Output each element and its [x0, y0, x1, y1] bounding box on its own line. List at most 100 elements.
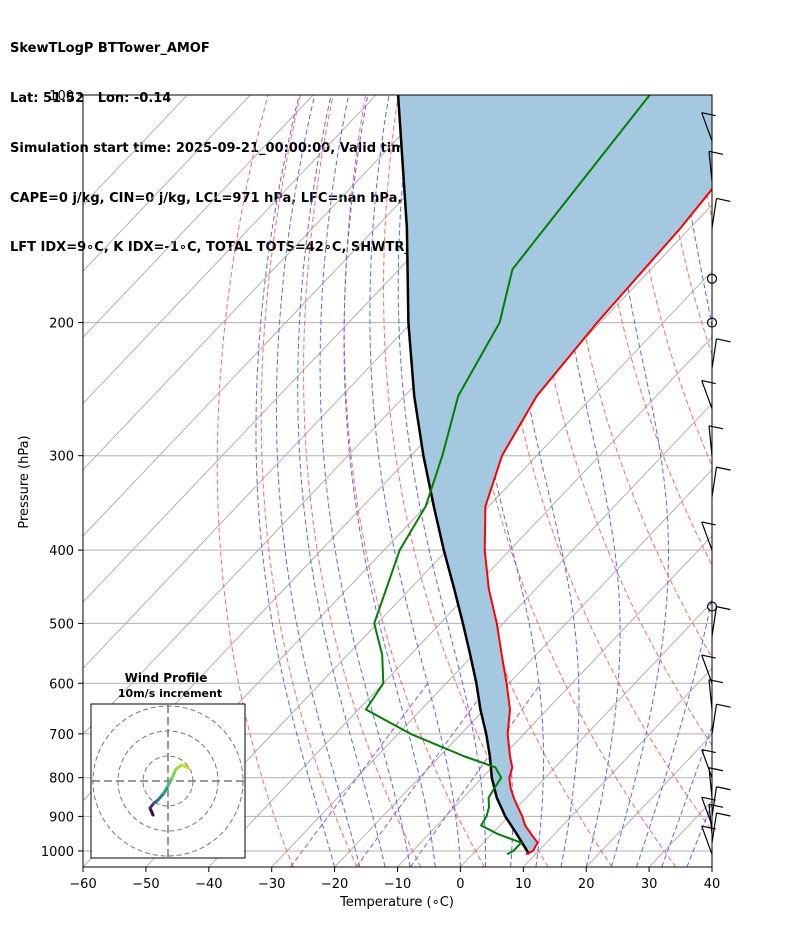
y-tick-label: 500	[49, 617, 74, 632]
axis-ticks: −60 −50 −40 −30 −20 −10 0 10 20 30 40 1000 900 800 700…	[41, 89, 720, 892]
wind-barb-shaft	[711, 786, 718, 817]
moist-adiabat-line	[369, 95, 461, 867]
moist-adiabat-line	[607, 95, 669, 867]
isotherm-line	[460, 601, 712, 867]
wind-barb-flag	[708, 150, 724, 155]
wind-barb-shaft	[701, 796, 713, 826]
cape-fill	[398, 95, 712, 851]
moist-adiabat-line	[255, 95, 336, 867]
wind-barb-flag	[708, 803, 724, 808]
wind-barb-shaft	[708, 679, 713, 710]
isotherm-line	[334, 469, 712, 867]
isotherm-line	[83, 95, 251, 272]
moist-adiabat-line	[343, 95, 436, 867]
wind-barb-flag	[716, 606, 731, 611]
dry-adiabat-line	[260, 95, 358, 867]
wind-barb-flag	[708, 767, 724, 772]
dewpoint-profile-line	[364, 95, 651, 856]
wind-barb-shaft	[708, 767, 713, 798]
cape-shaded-area	[398, 95, 712, 851]
wind-barb-flag	[701, 379, 716, 385]
wind-barb-shaft	[711, 338, 718, 369]
wind-barb-shaft	[701, 825, 713, 855]
wind-barb-shaft	[711, 606, 718, 637]
x-tick-label: −60	[69, 877, 96, 892]
wind-barb-flag	[716, 812, 731, 817]
title-line: SkewTLogP BTTower_AMOF	[10, 41, 210, 57]
temperature-profile-line	[483, 187, 712, 856]
profile-curves	[364, 95, 712, 856]
y-tick-label: 200	[49, 317, 74, 332]
dry-adiabat-line	[527, 95, 712, 747]
moist-adiabat-line	[661, 725, 712, 867]
x-axis-label: Temperature (∘C)	[340, 895, 454, 910]
wind-barb-flag	[716, 703, 731, 708]
wind-barb-flag	[716, 338, 731, 343]
moist-adiabat-line	[711, 865, 712, 867]
isotherm-line	[145, 270, 712, 867]
x-tick-label: −40	[195, 877, 222, 892]
wind-barb-shaft	[701, 521, 713, 551]
wind-barb-flag	[708, 425, 724, 430]
moist-adiabat-line	[297, 95, 386, 867]
wind-barb-shaft	[708, 425, 713, 456]
y-axis-label: Pressure (hPa)	[17, 435, 32, 529]
y-tick-label: 300	[49, 450, 74, 465]
dry-adiabat-line	[789, 95, 794, 867]
x-tick-label: 20	[578, 877, 595, 892]
moist-adiabat-line	[636, 95, 712, 867]
wind-barb-flag	[701, 825, 716, 830]
x-tick-label: −20	[321, 877, 348, 892]
wind-barb-flag	[701, 654, 716, 659]
hodograph-segment	[180, 763, 190, 770]
x-tick-label: 0	[456, 877, 464, 892]
wind-barb-flag	[716, 466, 731, 471]
wind-barb-flag	[701, 796, 716, 801]
y-tick-label: 800	[49, 772, 74, 787]
dry-adiabat-line	[382, 95, 549, 867]
wind-barb-flag	[716, 786, 731, 791]
mixing-ratio-line	[290, 682, 429, 867]
wind-barb-shaft	[711, 467, 718, 497]
mixing-ratio-line	[409, 683, 542, 867]
y-tick-label: 100	[49, 89, 74, 104]
wind-barb-shaft	[708, 804, 713, 835]
mixing-ratio-line	[355, 683, 491, 867]
wind-barb-shaft	[711, 812, 718, 843]
wind-barb-shaft	[701, 749, 713, 778]
y-tick-label: 1000	[41, 845, 74, 860]
isotherm-line	[83, 95, 503, 537]
y-tick-label: 900	[49, 810, 74, 825]
isotherm-line	[208, 336, 712, 867]
x-tick-label: 10	[515, 877, 532, 892]
x-tick-label: 30	[641, 877, 658, 892]
isotherm-line	[711, 866, 712, 867]
hodograph-segment	[170, 767, 178, 780]
parcel-profile-line	[396, 95, 531, 855]
wind-barb-flag	[701, 112, 716, 117]
wind-barb-flag	[701, 748, 716, 754]
wind-barb-shaft	[708, 151, 713, 182]
moist-adiabat-line	[275, 95, 361, 867]
dry-adiabat-line	[724, 95, 794, 867]
isotherm-line	[775, 95, 794, 867]
y-tick-label: 400	[49, 544, 74, 559]
isotherm-line	[83, 95, 440, 471]
moist-adiabat-line	[552, 95, 621, 867]
wind-barb-shaft	[701, 112, 713, 142]
wind-barb-flag	[701, 521, 716, 526]
isotherm-line	[83, 95, 314, 338]
wind-barb-shaft	[711, 704, 718, 734]
inset-title: Wind Profile	[125, 671, 208, 685]
x-tick-label: −10	[384, 877, 411, 892]
inset-subtitle: 10m/s increment	[118, 687, 222, 700]
isotherm-line	[271, 402, 712, 867]
x-tick-label: 40	[704, 877, 721, 892]
moist-adiabat-line	[319, 95, 411, 867]
dry-adiabat-line	[343, 95, 485, 867]
dry-adiabat-line	[303, 95, 422, 867]
dry-adiabat-line	[216, 95, 294, 867]
x-tick-label: −30	[258, 877, 285, 892]
wind-barbs	[701, 112, 731, 855]
